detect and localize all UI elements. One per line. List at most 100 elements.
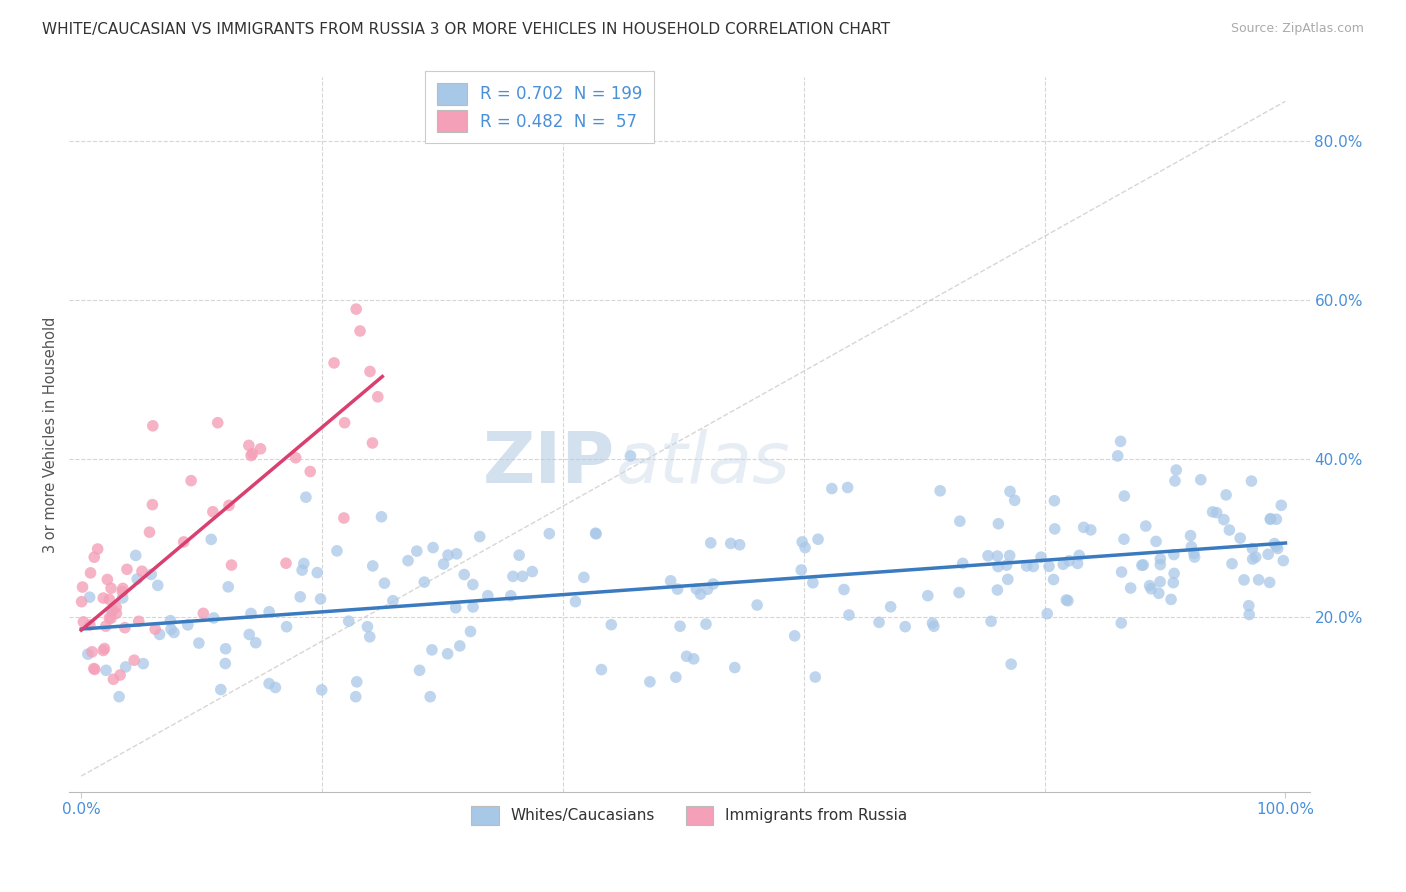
Point xyxy=(333,416,356,430)
Point xyxy=(1218,523,1240,537)
Point xyxy=(242,447,264,461)
Point xyxy=(444,600,467,615)
Point xyxy=(591,663,613,677)
Point xyxy=(91,643,114,657)
Point xyxy=(948,585,970,599)
Point xyxy=(585,527,607,541)
Point xyxy=(1233,573,1256,587)
Point xyxy=(1189,473,1212,487)
Point xyxy=(1260,512,1282,526)
Point xyxy=(202,611,225,625)
Point xyxy=(952,557,974,571)
Point xyxy=(98,611,121,625)
Point xyxy=(1265,539,1288,553)
Point xyxy=(1038,559,1060,574)
Point xyxy=(193,607,215,621)
Point xyxy=(1182,546,1205,560)
Point xyxy=(437,548,460,562)
Point xyxy=(94,663,117,677)
Point xyxy=(696,582,718,597)
Point xyxy=(337,614,360,628)
Point xyxy=(1139,579,1161,593)
Text: WHITE/CAUCASIAN VS IMMIGRANTS FROM RUSSIA 3 OR MORE VEHICLES IN HOUSEHOLD CORREL: WHITE/CAUCASIAN VS IMMIGRANTS FROM RUSSI… xyxy=(42,22,890,37)
Point xyxy=(922,619,945,633)
Point xyxy=(413,575,436,590)
Point xyxy=(1260,511,1282,525)
Y-axis label: 3 or more Vehicles in Household: 3 or more Vehicles in Household xyxy=(44,317,58,553)
Point xyxy=(79,566,101,580)
Legend: Whites/Caucasians, Immigrants from Russia: Whites/Caucasians, Immigrants from Russi… xyxy=(463,797,917,834)
Point xyxy=(1267,541,1289,556)
Point xyxy=(1166,463,1188,477)
Point xyxy=(449,639,471,653)
Point xyxy=(1149,552,1171,566)
Point xyxy=(349,324,371,338)
Point xyxy=(980,615,1002,629)
Point xyxy=(792,535,814,549)
Point xyxy=(128,615,150,629)
Point xyxy=(1160,592,1182,607)
Point xyxy=(461,577,484,591)
Point xyxy=(173,535,195,549)
Point xyxy=(986,549,1008,563)
Point xyxy=(238,627,260,641)
Point xyxy=(1240,474,1263,488)
Point xyxy=(436,647,458,661)
Point xyxy=(1201,505,1223,519)
Point xyxy=(499,589,522,603)
Point xyxy=(1132,558,1154,572)
Point xyxy=(131,564,153,578)
Point xyxy=(1111,565,1133,579)
Point xyxy=(1180,528,1202,542)
Point xyxy=(801,575,824,590)
Point xyxy=(1043,493,1066,508)
Point xyxy=(572,570,595,584)
Point xyxy=(702,577,724,591)
Point xyxy=(1237,607,1260,622)
Point xyxy=(1109,434,1132,449)
Point xyxy=(675,649,697,664)
Point xyxy=(111,591,134,605)
Point xyxy=(295,490,318,504)
Point xyxy=(367,390,389,404)
Point xyxy=(72,580,94,594)
Point xyxy=(585,526,607,541)
Point xyxy=(1149,558,1171,572)
Point xyxy=(1241,541,1264,556)
Point xyxy=(821,482,844,496)
Point xyxy=(83,662,105,676)
Point xyxy=(987,559,1010,574)
Point xyxy=(86,541,108,556)
Point xyxy=(396,554,419,568)
Point xyxy=(695,617,717,632)
Point xyxy=(381,593,404,607)
Point xyxy=(1241,552,1264,566)
Point xyxy=(373,576,395,591)
Point xyxy=(323,356,346,370)
Point xyxy=(1069,549,1091,563)
Point xyxy=(453,567,475,582)
Point xyxy=(1144,534,1167,549)
Point xyxy=(619,449,641,463)
Point xyxy=(291,563,314,577)
Point xyxy=(356,620,378,634)
Point xyxy=(1022,559,1045,574)
Point xyxy=(949,514,972,528)
Point xyxy=(187,636,209,650)
Point xyxy=(420,643,443,657)
Point xyxy=(83,550,105,565)
Point xyxy=(929,483,952,498)
Point xyxy=(783,629,806,643)
Point xyxy=(160,622,183,636)
Point xyxy=(141,567,163,582)
Point xyxy=(1184,549,1206,564)
Point xyxy=(108,668,131,682)
Point xyxy=(111,582,134,596)
Point xyxy=(91,591,114,605)
Point xyxy=(1073,520,1095,534)
Point xyxy=(180,474,202,488)
Point xyxy=(998,549,1021,563)
Point xyxy=(98,592,121,607)
Point xyxy=(1000,657,1022,672)
Point xyxy=(1107,449,1129,463)
